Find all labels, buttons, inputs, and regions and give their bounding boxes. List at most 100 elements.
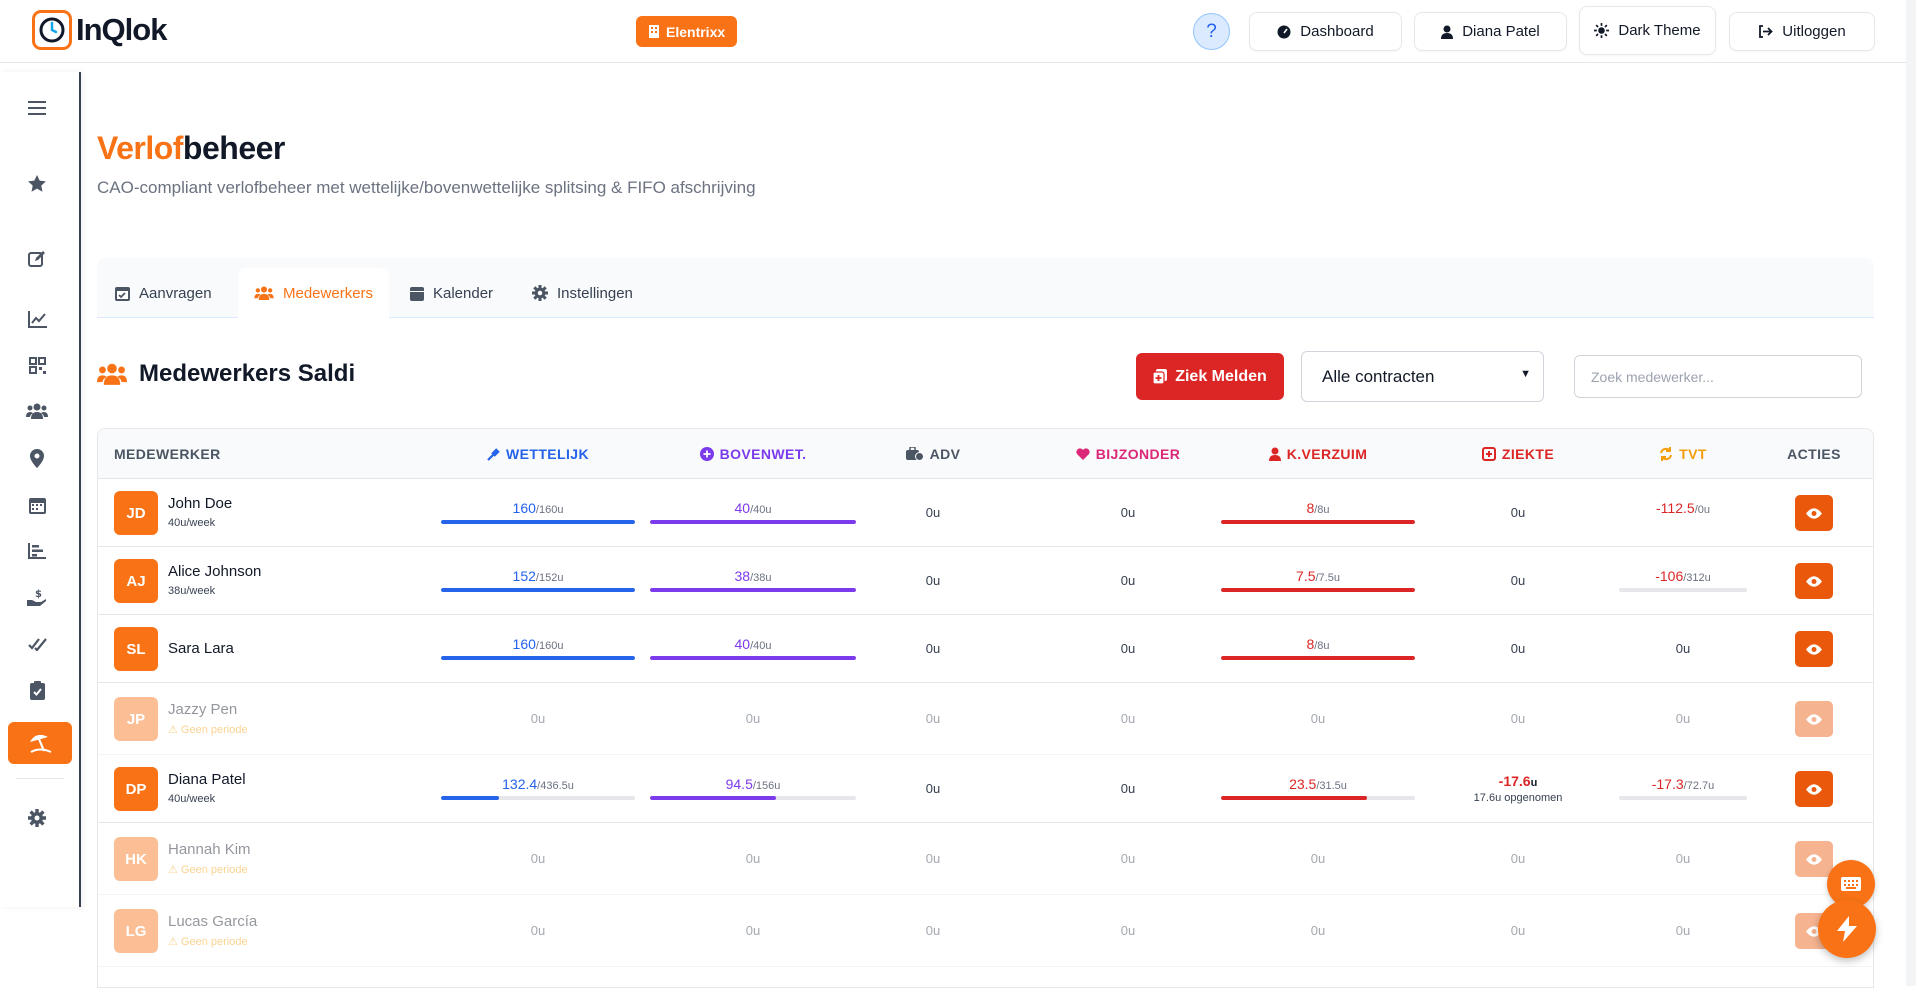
col-adv[interactable]: ADV — [868, 429, 998, 479]
chart-line-icon[interactable] — [20, 302, 54, 336]
col-ziekte[interactable]: ZIEKTE — [1438, 429, 1598, 479]
col-tvt[interactable]: TVT — [1618, 429, 1748, 479]
bovenwet-cell: 94.5/156u — [650, 776, 856, 800]
employee-name[interactable]: Hannah Kim — [168, 841, 251, 858]
kverzuim-value: 0u — [1310, 711, 1326, 726]
tab-medewerkers[interactable]: Medewerkers — [238, 268, 390, 318]
logout-label: Uitloggen — [1782, 23, 1846, 40]
bovenwet-cell: 38/38u — [650, 568, 856, 592]
sick-report-label: Ziek Melden — [1175, 367, 1267, 385]
edit-icon[interactable] — [20, 242, 54, 276]
double-check-icon[interactable] — [20, 627, 54, 661]
tab-kalender[interactable]: Kalender — [394, 268, 509, 318]
calendar-check-icon — [115, 285, 130, 301]
tvt-value: -106/312u — [1655, 568, 1711, 584]
notes-medical-icon — [1481, 447, 1496, 461]
clipboard-check-icon[interactable] — [20, 673, 54, 707]
gauge-icon — [1277, 25, 1291, 39]
employee-name[interactable]: John Doe — [168, 495, 233, 512]
tvt-amount: -106 — [1655, 568, 1684, 584]
gavel-icon — [487, 447, 500, 461]
help-button[interactable]: ? — [1193, 13, 1230, 50]
company-badge[interactable]: Elentrixx — [636, 16, 738, 47]
tab-bar: Aanvragen Medewerkers Kalender Instellin… — [97, 258, 1874, 318]
wettelijk-value: 152/152u — [513, 568, 564, 584]
sick-report-button[interactable]: Ziek Melden — [1136, 353, 1284, 400]
tvt-cell: 0u — [1623, 923, 1743, 938]
user-button[interactable]: Diana Patel — [1414, 12, 1567, 51]
star-icon[interactable] — [20, 166, 54, 200]
dashboard-button[interactable]: Dashboard — [1249, 12, 1402, 51]
gear-icon[interactable] — [20, 801, 54, 835]
col-bovenwet[interactable]: BOVENWET. — [648, 429, 858, 479]
contract-select[interactable]: Alle contracten ▼ — [1301, 351, 1544, 402]
no-period-warning: ⚠ Geen periode — [168, 935, 248, 948]
table-row: DP Diana Patel 40u/week 132.4/436.5u 94.5/15… — [98, 755, 1873, 823]
clock-logo-icon — [32, 10, 72, 50]
table-row: LG Lucas García ⚠ Geen periode 0u 0u 0u 0u 0u 0u… — [98, 895, 1873, 967]
app-logo[interactable]: InQlok — [32, 10, 167, 50]
theme-toggle-button[interactable]: Dark Theme — [1579, 6, 1716, 55]
adv-cell: 0u — [873, 851, 993, 866]
bovenwet-amount: 40 — [734, 500, 751, 516]
page-title: Verlofbeheer — [97, 130, 285, 167]
view-details-button[interactable] — [1795, 701, 1833, 737]
tvt-value: 0u — [1675, 641, 1691, 656]
kverzuim-progress-fill — [1221, 796, 1367, 800]
ziekte-unit: u — [1530, 777, 1538, 789]
col-wettelijk-label: WETTELIJK — [506, 446, 589, 462]
hand-dollar-icon[interactable]: $ — [20, 580, 54, 614]
no-period-warning: ⚠ Geen periode — [168, 863, 248, 876]
quick-action-button[interactable] — [1818, 900, 1876, 958]
tab-aanvragen[interactable]: Aanvragen — [99, 268, 228, 318]
view-details-button[interactable] — [1795, 631, 1833, 667]
col-wettelijk[interactable]: WETTELIJK — [438, 429, 638, 479]
keyboard-icon — [1841, 877, 1861, 891]
kverzuim-value: 0u — [1310, 923, 1326, 938]
tab-instellingen[interactable]: Instellingen — [516, 268, 649, 318]
calendar-icon[interactable] — [20, 488, 54, 522]
users-icon[interactable] — [20, 394, 54, 428]
adv-value: 0u — [925, 711, 941, 726]
tvt-cell: -112.5/0u — [1619, 500, 1747, 516]
avatar: LG — [114, 909, 158, 953]
page-scrollbar[interactable] — [1906, 0, 1916, 986]
employee-name[interactable]: Diana Patel — [168, 771, 246, 788]
bovenwet-amount: 40 — [734, 636, 751, 652]
ziekte-value: 0u — [1510, 573, 1526, 588]
user-icon — [1441, 25, 1454, 39]
bar-chart-icon[interactable] — [20, 534, 54, 568]
wettelijk-progress-bar — [441, 796, 635, 800]
warning-icon: ⚠ — [168, 724, 181, 736]
employee-name[interactable]: Sara Lara — [168, 640, 234, 657]
col-bijzonder[interactable]: BIJZONDER — [1028, 429, 1228, 479]
col-acties[interactable]: ACTIES — [1787, 446, 1841, 462]
ziekte-value: 0u — [1510, 851, 1526, 866]
view-details-button[interactable] — [1795, 771, 1833, 807]
employee-name[interactable]: Jazzy Pen — [168, 701, 238, 718]
menu-icon[interactable] — [20, 91, 54, 125]
view-details-button[interactable] — [1795, 563, 1833, 599]
employee-name[interactable]: Alice Johnson — [168, 563, 262, 580]
view-details-button[interactable] — [1795, 495, 1833, 531]
bolt-icon — [1837, 916, 1857, 942]
bovenwet-cell: 40/40u — [650, 500, 856, 524]
bovenwet-value: 38/38u — [735, 568, 772, 584]
employee-name[interactable]: Lucas García — [168, 913, 258, 930]
logout-button[interactable]: Uitloggen — [1729, 12, 1875, 51]
col-kverzuim[interactable]: K.VERZUIM — [1218, 429, 1418, 479]
view-details-button[interactable] — [1795, 841, 1833, 877]
wettelijk-progress-fill — [441, 588, 635, 592]
bovenwet-progress-bar — [650, 656, 856, 660]
bovenwet-value: 0u — [745, 923, 761, 938]
no-period-warning: ⚠ Geen periode — [168, 723, 248, 736]
sidebar-item-verlof-active[interactable] — [8, 722, 72, 764]
kverzuim-value: 0u — [1310, 851, 1326, 866]
location-icon[interactable] — [20, 441, 54, 475]
table-row: JD John Doe 40u/week 160/160u 40/40u 0u 0u 8/8u… — [98, 479, 1873, 547]
wettelijk-cell: 132.4/436.5u — [441, 776, 635, 800]
chevron-down-icon: ▼ — [1520, 368, 1531, 380]
col-medewerker[interactable]: MEDEWERKER — [114, 446, 221, 462]
search-input[interactable] — [1574, 355, 1862, 398]
qrcode-icon[interactable] — [20, 348, 54, 382]
